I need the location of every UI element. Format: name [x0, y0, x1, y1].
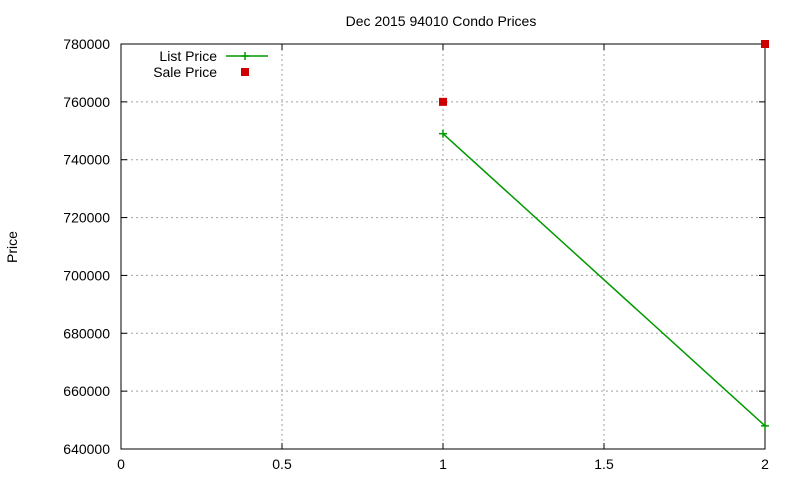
legend-label: List Price: [159, 48, 217, 64]
y-tick-label: 780000: [63, 36, 110, 52]
x-tick-label: 0.5: [272, 456, 292, 472]
y-tick-label: 680000: [63, 325, 110, 341]
legend-label: Sale Price: [153, 64, 217, 80]
x-tick-label: 1.5: [594, 456, 614, 472]
series: [439, 40, 769, 430]
list-price-series: [439, 129, 769, 430]
y-tick-label: 700000: [63, 267, 110, 283]
y-tick-label: 760000: [63, 94, 110, 110]
legend-item: Sale Price: [153, 64, 249, 80]
y-axis-label: Price: [4, 231, 20, 263]
axis-ticks: 0 0.5 1 1.5 2 640000 660000 680000 700000 720000 7…: [63, 36, 769, 472]
y-tick-label: 640000: [63, 441, 110, 457]
list-price-line: [442, 133, 766, 427]
x-tick-label: 0: [117, 456, 125, 472]
sale-price-point: [761, 40, 769, 48]
legend-square-swatch: [241, 68, 249, 76]
y-tick-label: 660000: [63, 383, 110, 399]
legend-item: List Price: [159, 48, 268, 64]
y-tick-label: 740000: [63, 152, 110, 168]
chart-title: Dec 2015 94010 Condo Prices: [346, 13, 537, 29]
x-tick-label: 2: [761, 456, 769, 472]
sale-price-series: [439, 40, 769, 106]
x-tick-label: 1: [439, 456, 447, 472]
sale-price-point: [439, 97, 447, 106]
y-tick-label: 720000: [63, 210, 110, 226]
